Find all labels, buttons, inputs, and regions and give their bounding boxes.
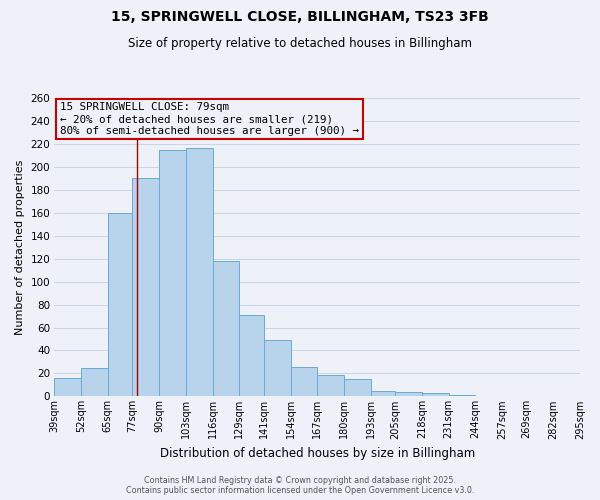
Bar [371,390,395,396]
Bar [239,315,264,396]
Bar [317,374,344,396]
Text: 15 SPRINGWELL CLOSE: 79sqm
← 20% of detached houses are smaller (219)
80% of sem: 15 SPRINGWELL CLOSE: 79sqm ← 20% of deta… [60,102,359,136]
Bar [290,366,317,396]
Bar [159,150,186,396]
X-axis label: Distribution of detached houses by size in Billingham: Distribution of detached houses by size … [160,447,475,460]
Bar [422,393,449,396]
Text: Contains HM Land Registry data © Crown copyright and database right 2025.
Contai: Contains HM Land Registry data © Crown c… [126,476,474,495]
Bar [264,340,290,396]
Bar [133,178,159,396]
Bar [186,148,212,396]
Bar [344,379,371,396]
Bar [212,261,239,396]
Bar [81,368,108,396]
Bar [55,378,81,396]
Bar [108,213,133,396]
Y-axis label: Number of detached properties: Number of detached properties [15,160,25,335]
Text: 15, SPRINGWELL CLOSE, BILLINGHAM, TS23 3FB: 15, SPRINGWELL CLOSE, BILLINGHAM, TS23 3… [111,10,489,24]
Bar [449,395,475,396]
Bar [395,392,422,396]
Text: Size of property relative to detached houses in Billingham: Size of property relative to detached ho… [128,38,472,51]
